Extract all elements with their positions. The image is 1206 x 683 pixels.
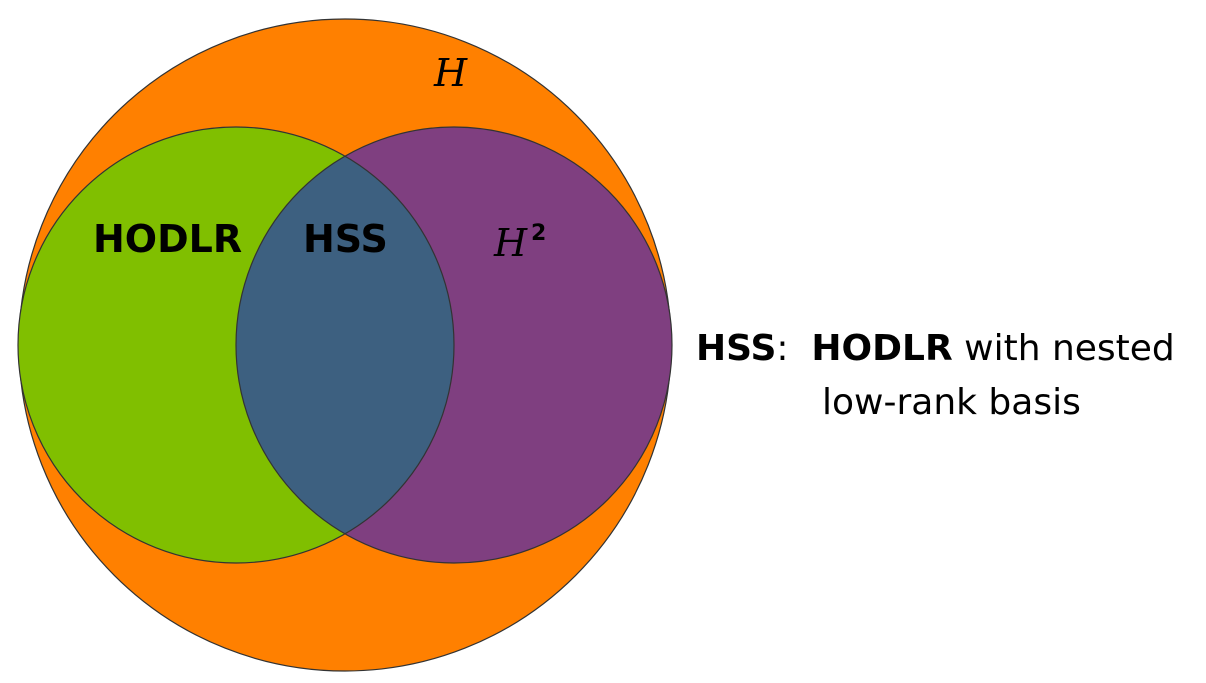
hodlr-set-outline <box>17 126 455 564</box>
caption-colon: : <box>776 328 789 369</box>
hss-overlap-region <box>236 127 454 563</box>
caption-rest-line-1: with nested <box>952 328 1175 369</box>
venn-diagram: H HODLR HSS H 2 <box>17 18 673 672</box>
h2-set-outline <box>235 126 673 564</box>
caption-subject: HODLR <box>811 328 953 369</box>
h2-label-base: H <box>493 221 528 265</box>
caption: HSS: HODLR with nested low-rank basis <box>696 322 1196 430</box>
h2-label-superscript: 2 <box>531 221 546 246</box>
caption-line-1: HSS: HODLR with nested <box>696 328 1175 369</box>
caption-term: HSS <box>696 328 777 369</box>
hss-label: HSS <box>303 217 388 261</box>
hodlr-label: HODLR <box>93 217 242 261</box>
caption-line-2: low-rank basis <box>822 382 1081 423</box>
outer-set-label: H <box>433 51 468 95</box>
